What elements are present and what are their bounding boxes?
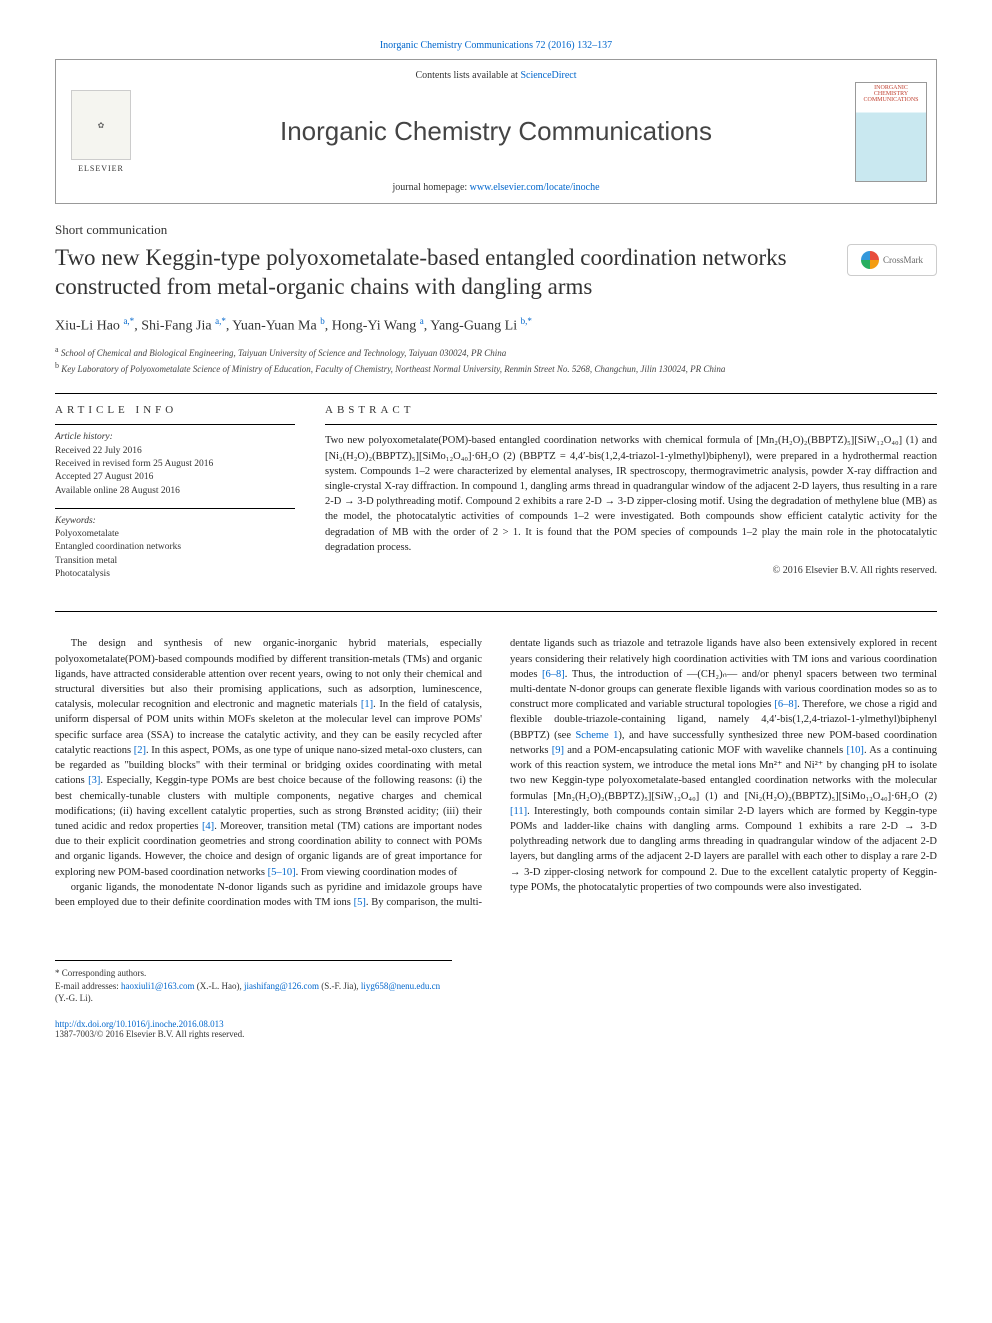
- cover-image: INORGANIC CHEMISTRY COMMUNICATIONS: [855, 82, 927, 182]
- email-link[interactable]: liyg658@nenu.edu.cn: [361, 981, 440, 991]
- keyword: Polyoxometalate: [55, 528, 295, 541]
- online-date: Available online 28 August 2016: [55, 485, 295, 498]
- authors: Xiu-Li Hao a,*, Shi-Fang Jia a,*, Yuan-Y…: [55, 316, 937, 335]
- footnotes: * Corresponding authors. E-mail addresse…: [55, 960, 452, 1005]
- keyword: Entangled coordination networks: [55, 541, 295, 554]
- contents-prefix: Contents lists available at: [415, 70, 520, 81]
- crossmark-badge[interactable]: CrossMark: [847, 244, 937, 276]
- crossmark-label: CrossMark: [883, 255, 923, 265]
- cover-thumbnail: INORGANIC CHEMISTRY COMMUNICATIONS: [846, 60, 936, 203]
- homepage-line: journal homepage: www.elsevier.com/locat…: [392, 182, 599, 193]
- elsevier-label: ELSEVIER: [78, 164, 124, 173]
- doi-link[interactable]: http://dx.doi.org/10.1016/j.inoche.2016.…: [55, 1019, 224, 1029]
- abstract-text: Two new polyoxometalate(POM)-based entan…: [325, 424, 937, 555]
- email-link[interactable]: haoxiuli1@163.com: [121, 981, 195, 991]
- article-title: Two new Keggin-type polyoxometalate-base…: [55, 244, 847, 302]
- email-line: E-mail addresses: haoxiuli1@163.com (X.-…: [55, 980, 452, 1005]
- body-text: The design and synthesis of new organic-…: [55, 636, 937, 910]
- article-history: Article history: Received 22 July 2016 R…: [55, 424, 295, 497]
- affiliation-b: Key Laboratory of Polyoxometalate Scienc…: [61, 364, 725, 374]
- elsevier-logo: ✿ ELSEVIER: [56, 60, 146, 203]
- contents-line: Contents lists available at ScienceDirec…: [415, 70, 576, 81]
- issn-copyright: 1387-7003/© 2016 Elsevier B.V. All right…: [55, 1029, 937, 1039]
- abstract-heading: ABSTRACT: [325, 404, 937, 416]
- abstract-copyright: © 2016 Elsevier B.V. All rights reserved…: [325, 565, 937, 576]
- journal-name: Inorganic Chemistry Communications: [280, 116, 712, 147]
- body-paragraph-1: The design and synthesis of new organic-…: [55, 636, 482, 880]
- doi-block: http://dx.doi.org/10.1016/j.inoche.2016.…: [55, 1019, 937, 1039]
- divider: [55, 611, 937, 612]
- email-link[interactable]: jiashifang@126.com: [244, 981, 319, 991]
- history-label: Article history:: [55, 431, 295, 444]
- header-center: Contents lists available at ScienceDirec…: [146, 60, 846, 203]
- keywords-block: Keywords: Polyoxometalate Entangled coor…: [55, 508, 295, 581]
- article-info-column: ARTICLE INFO Article history: Received 2…: [55, 394, 295, 591]
- journal-citation[interactable]: Inorganic Chemistry Communications 72 (2…: [55, 40, 937, 51]
- affiliations: a School of Chemical and Biological Engi…: [55, 344, 937, 375]
- sciencedirect-link[interactable]: ScienceDirect: [520, 70, 576, 81]
- email-who: (S.-F. Jia),: [319, 981, 361, 991]
- homepage-prefix: journal homepage:: [392, 182, 469, 193]
- article-type: Short communication: [55, 222, 937, 238]
- elsevier-tree-icon: ✿: [71, 90, 131, 160]
- email-who: (X.-L. Hao),: [195, 981, 244, 991]
- crossmark-icon: [861, 251, 879, 269]
- homepage-link[interactable]: www.elsevier.com/locate/inoche: [470, 182, 600, 193]
- keyword: Photocatalysis: [55, 568, 295, 581]
- corresponding-note: * Corresponding authors.: [55, 967, 452, 980]
- info-heading: ARTICLE INFO: [55, 404, 295, 416]
- keyword: Transition metal: [55, 555, 295, 568]
- revised-date: Received in revised form 25 August 2016: [55, 458, 295, 471]
- accepted-date: Accepted 27 August 2016: [55, 471, 295, 484]
- affiliation-a: School of Chemical and Biological Engine…: [61, 348, 506, 358]
- keywords-label: Keywords:: [55, 515, 295, 528]
- email-label: E-mail addresses:: [55, 981, 121, 991]
- abstract-column: ABSTRACT Two new polyoxometalate(POM)-ba…: [325, 394, 937, 591]
- journal-header: ✿ ELSEVIER Contents lists available at S…: [55, 59, 937, 204]
- email-who: (Y.-G. Li).: [55, 993, 93, 1003]
- received-date: Received 22 July 2016: [55, 445, 295, 458]
